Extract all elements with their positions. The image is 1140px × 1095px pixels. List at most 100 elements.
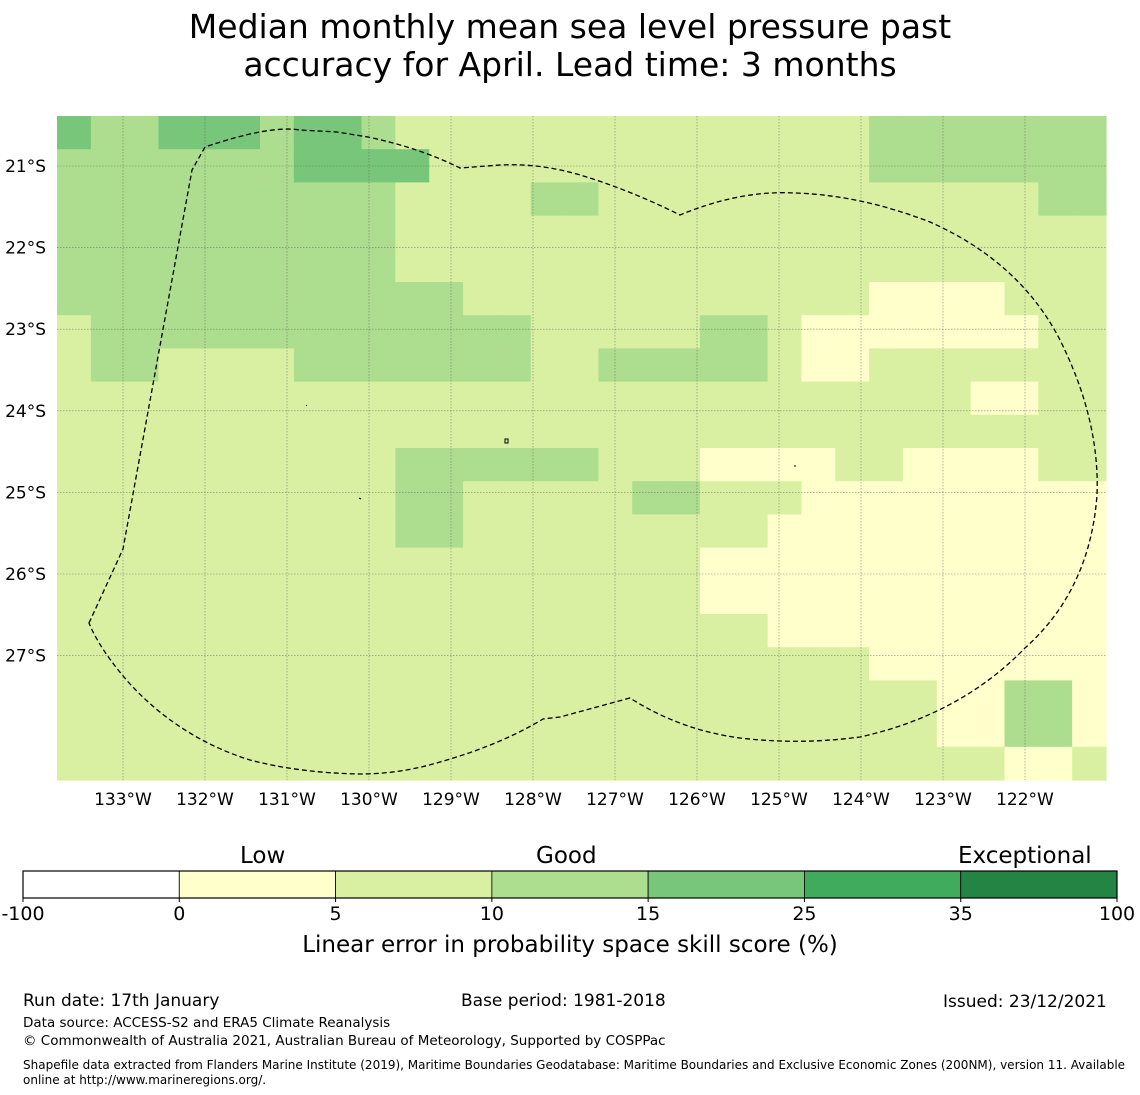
grid-cell bbox=[158, 680, 193, 715]
grid-cell bbox=[767, 746, 803, 781]
grid-cell bbox=[429, 514, 464, 549]
grid-cell bbox=[158, 182, 193, 217]
grid-cell bbox=[564, 414, 600, 449]
grid-cell bbox=[699, 348, 735, 383]
grid-cell bbox=[835, 381, 870, 416]
grid-cell bbox=[936, 448, 972, 482]
grid-cell bbox=[158, 116, 193, 150]
grid-cell bbox=[158, 448, 193, 482]
grid-cell bbox=[835, 348, 870, 383]
grid-cell bbox=[496, 414, 532, 449]
grid-cell bbox=[429, 248, 464, 283]
grid-cell bbox=[733, 182, 769, 217]
grid-cell bbox=[496, 680, 532, 715]
grid-cell bbox=[936, 182, 972, 217]
grid-cell bbox=[395, 746, 430, 781]
grid-cell bbox=[1072, 348, 1107, 383]
grid-cell bbox=[970, 647, 1006, 681]
grid-cell bbox=[666, 348, 701, 383]
grid-cell bbox=[226, 315, 261, 349]
grid-cell bbox=[158, 580, 193, 615]
grid-cell bbox=[361, 315, 396, 349]
skill-grid bbox=[57, 116, 1107, 781]
grid-cell bbox=[226, 614, 261, 648]
grid-cell bbox=[327, 448, 363, 482]
grid-cell bbox=[733, 248, 769, 283]
grid-cell bbox=[564, 315, 600, 349]
grid-cell bbox=[327, 481, 363, 515]
grid-cell bbox=[395, 547, 430, 582]
grid-cell bbox=[192, 647, 227, 681]
grid-cell bbox=[767, 282, 803, 316]
grid-cell bbox=[293, 381, 329, 416]
grid-cell bbox=[1038, 348, 1073, 383]
grid-cell bbox=[564, 149, 600, 183]
grid-cell bbox=[835, 215, 870, 250]
grid-cell bbox=[124, 248, 160, 283]
grid-cell bbox=[57, 746, 92, 781]
grid-cell bbox=[496, 116, 532, 150]
lon-tick-label: 129°W bbox=[422, 790, 480, 810]
grid-cell bbox=[192, 580, 227, 615]
grid-cell bbox=[666, 481, 701, 515]
grid-cell bbox=[970, 580, 1006, 615]
grid-cell bbox=[869, 614, 904, 648]
grid-cell bbox=[395, 481, 430, 515]
grid-cell bbox=[835, 481, 870, 515]
grid-cell bbox=[293, 315, 329, 349]
grid-cell bbox=[666, 182, 701, 217]
grid-cell bbox=[293, 547, 329, 582]
grid-cell bbox=[361, 348, 396, 383]
grid-cell bbox=[632, 282, 667, 316]
grid-cell bbox=[124, 282, 160, 316]
grid-cell bbox=[496, 647, 532, 681]
grid-cell bbox=[192, 315, 227, 349]
grid-cell bbox=[1038, 481, 1073, 515]
grid-cell bbox=[902, 215, 938, 250]
grid-cell bbox=[1038, 381, 1073, 416]
lon-tick-label: 122°W bbox=[996, 790, 1054, 810]
grid-cell bbox=[970, 414, 1006, 449]
grid-cell bbox=[1004, 182, 1039, 217]
grid-cell bbox=[158, 647, 193, 681]
grid-cell bbox=[124, 580, 160, 615]
colorbar-segment bbox=[647, 870, 805, 899]
grid-cell bbox=[57, 547, 92, 582]
colorbar-tick-label: 10 bbox=[480, 903, 504, 925]
grid-cell bbox=[936, 315, 972, 349]
grid-cell bbox=[801, 182, 836, 217]
grid-cell bbox=[970, 680, 1006, 715]
colorbar: -100 0 5 10 15 25 35 100 bbox=[1, 870, 1135, 925]
grid-cell bbox=[767, 348, 803, 383]
grid-cell bbox=[293, 182, 329, 217]
grid-cell bbox=[970, 713, 1006, 748]
grid-cell bbox=[733, 414, 769, 449]
grid-cell bbox=[869, 547, 904, 582]
grid-cell bbox=[970, 315, 1006, 349]
grid-cell bbox=[733, 580, 769, 615]
grid-cell bbox=[699, 215, 735, 250]
grid-cell bbox=[936, 647, 972, 681]
grid-cell bbox=[767, 713, 803, 748]
grid-cell bbox=[970, 381, 1006, 416]
grid-cell bbox=[1038, 182, 1073, 217]
grid-cell bbox=[463, 680, 498, 715]
grid-cell bbox=[327, 182, 363, 217]
grid-cell bbox=[902, 448, 938, 482]
grid-cell bbox=[395, 713, 430, 748]
grid-cell bbox=[293, 448, 329, 482]
grid-cell bbox=[970, 348, 1006, 383]
lat-tick-label: 23°S bbox=[5, 320, 46, 340]
grid-cell bbox=[1072, 680, 1107, 715]
lat-tick-label: 22°S bbox=[5, 239, 46, 259]
grid-cell bbox=[902, 315, 938, 349]
colorbar-tick-label: -100 bbox=[1, 903, 44, 925]
grid-cell bbox=[936, 481, 972, 515]
grid-cell bbox=[327, 713, 363, 748]
grid-cell bbox=[158, 381, 193, 416]
lon-tick-label: 126°W bbox=[668, 790, 726, 810]
grid-cell bbox=[1072, 116, 1107, 150]
grid-cell bbox=[293, 348, 329, 383]
grid-cell bbox=[598, 746, 633, 781]
